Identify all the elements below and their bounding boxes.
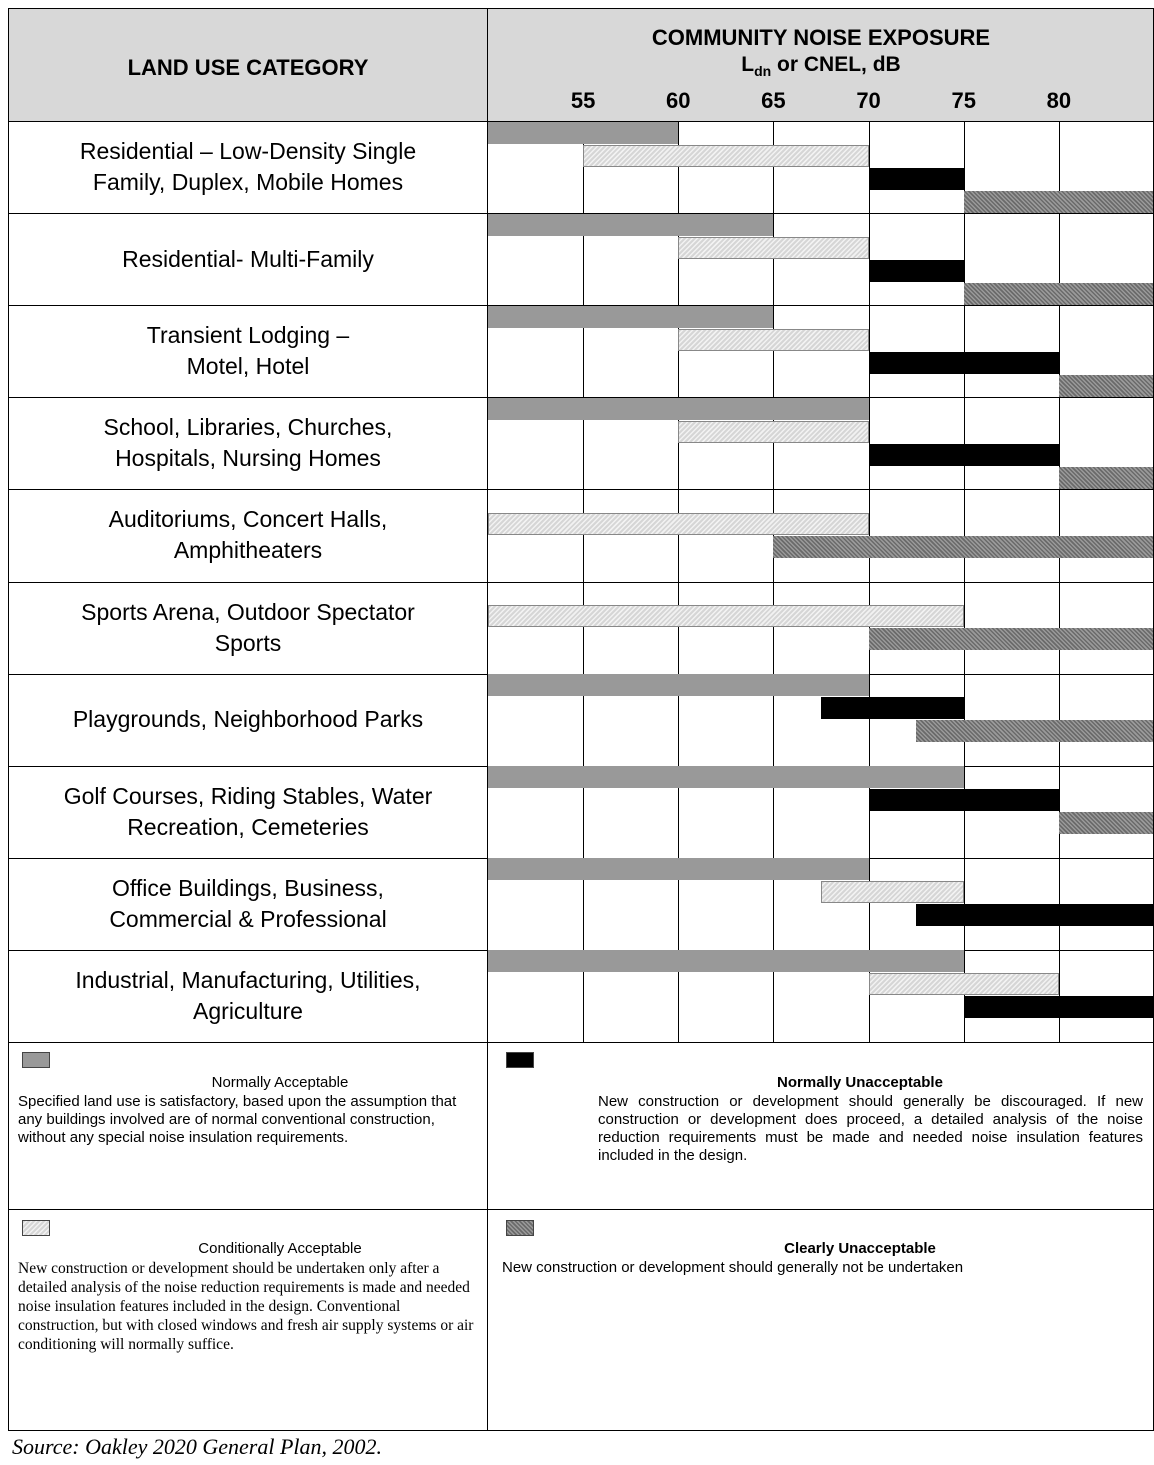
row-divider — [8, 949, 1154, 951]
row-divider — [8, 765, 1154, 767]
clearly-unacceptable-bar — [868, 628, 1154, 651]
conditionally-acceptable-bar — [488, 605, 964, 628]
conditionally-acceptable-bar — [678, 420, 869, 443]
column-divider — [487, 8, 488, 1431]
clearly-unacceptable-bar — [963, 282, 1154, 305]
category-label-line: School, Libraries, Churches, — [103, 414, 393, 441]
x-tick-label: 60 — [666, 88, 691, 113]
category-label: Residential- Multi-Family — [8, 213, 488, 305]
category-label-line: Family, Duplex, Mobile Homes — [92, 169, 404, 196]
clearly-unacceptable-description: New construction or development should g… — [502, 1259, 964, 1276]
row-divider — [8, 581, 1154, 583]
normally-unacceptable-title: Normally Unacceptable — [777, 1074, 943, 1091]
row-divider — [8, 305, 1154, 307]
normally-acceptable-swatch — [22, 1052, 50, 1068]
normally-acceptable-bar — [488, 305, 774, 328]
clearly-unacceptable-bar — [1058, 812, 1154, 835]
row-divider — [8, 673, 1154, 675]
noise-exposure-subtitle: Ldn or CNEL, dB — [741, 53, 901, 80]
legend-row-divider — [8, 1209, 1154, 1210]
conditionally-acceptable-bar — [868, 973, 1059, 996]
normally-acceptable-bar — [488, 950, 964, 973]
table-frame — [8, 8, 1154, 1431]
category-label: Industrial, Manufacturing, Utilities, Agr… — [8, 950, 488, 1042]
category-label-line: Residential- Multi-Family — [122, 245, 374, 272]
normally-acceptable-title: Normally Acceptable — [211, 1074, 349, 1091]
normally-unacceptable-bar — [963, 996, 1154, 1019]
clearly-unacceptable-bar — [1058, 466, 1154, 489]
conditionally-acceptable-description: New construction or development should b… — [18, 1260, 474, 1353]
normally-acceptable-bar — [488, 766, 964, 789]
conditionally-acceptable-bar — [821, 881, 964, 904]
noise-exposure-title: COMMUNITY NOISE EXPOSURE — [651, 25, 991, 50]
conditionally-acceptable-swatch — [22, 1220, 50, 1236]
category-label: School, Libraries, Churches, Hospitals, N… — [8, 397, 488, 489]
category-label: Auditoriums, Concert Halls, Amphitheaters — [8, 489, 488, 581]
category-label-line: Motel, Hotel — [186, 353, 310, 380]
x-tick-label: 70 — [856, 88, 881, 113]
clearly-unacceptable-bar — [773, 535, 1154, 558]
conditionally-acceptable-bar — [678, 328, 869, 351]
normally-unacceptable-bar — [868, 259, 964, 282]
header-divider — [8, 121, 1154, 122]
normally-acceptable-description: Specified land use is satisfactory, base… — [18, 1093, 457, 1146]
clearly-unacceptable-bar — [963, 190, 1154, 213]
category-label-line: Commercial & Professional — [109, 905, 387, 932]
category-label-line: Industrial, Manufacturing, Utilities, — [75, 966, 421, 993]
category-label: Office Buildings, Business, Commercial & … — [8, 858, 488, 950]
category-label-line: Playgrounds, Neighborhood Parks — [72, 706, 424, 733]
noise-exposure-header — [488, 8, 1154, 121]
row-divider — [8, 857, 1154, 859]
category-label-line: Office Buildings, Business, — [112, 874, 384, 901]
x-tick-label: 75 — [951, 88, 976, 113]
normally-unacceptable-bar — [868, 443, 1059, 466]
category-label: Sports Arena, Outdoor Spectator Sports — [8, 582, 488, 674]
normally-unacceptable-bar — [868, 167, 964, 190]
category-label: Playgrounds, Neighborhood Parks — [8, 674, 488, 766]
normally-acceptable-bar — [488, 858, 869, 881]
normally-unacceptable-bar — [868, 789, 1059, 812]
clearly-unacceptable-swatch — [506, 1220, 534, 1236]
normally-acceptable-bar — [488, 121, 679, 144]
clearly-unacceptable-bar — [916, 720, 1154, 743]
category-label-line: Residential – Low-Density Single — [79, 138, 417, 165]
normally-acceptable-bar — [488, 397, 869, 420]
category-label-line: Sports Arena, Outdoor Spectator — [81, 598, 415, 625]
conditionally-acceptable-bar — [488, 512, 869, 535]
normally-unacceptable-bar — [868, 351, 1059, 374]
category-label: Golf Courses, Riding Stables, Water Recre… — [8, 766, 488, 858]
land-use-title: LAND USE CATEGORY — [127, 55, 369, 80]
land-use-header — [8, 8, 488, 121]
x-tick-label: 80 — [1046, 88, 1072, 113]
normally-unacceptable-swatch — [506, 1052, 534, 1068]
normally-unacceptable-bar — [916, 904, 1154, 927]
normally-acceptable-bar — [488, 674, 869, 697]
normally-acceptable-bar — [488, 213, 774, 236]
category-label-line: Sports — [214, 629, 282, 656]
category-label-line: Golf Courses, Riding Stables, Water — [63, 782, 433, 809]
row-divider — [8, 213, 1154, 215]
x-tick-label: 65 — [761, 88, 786, 113]
clearly-unacceptable-bar — [1058, 374, 1154, 397]
category-label: Residential – Low-Density Single Family, … — [8, 121, 488, 213]
conditionally-acceptable-bar — [583, 144, 869, 167]
category-label: Transient Lodging – Motel, Hotel — [8, 305, 488, 397]
conditionally-acceptable-title: Conditionally Acceptable — [198, 1240, 362, 1257]
category-label-line: Amphitheaters — [173, 537, 323, 564]
normally-unacceptable-description: New construction or development should g… — [598, 1093, 1143, 1164]
conditionally-acceptable-bar — [678, 236, 869, 259]
normally-unacceptable-bar — [821, 697, 964, 720]
row-divider — [8, 397, 1154, 399]
category-label-line: Hospitals, Nursing Homes — [115, 445, 381, 472]
category-label-line: Agriculture — [193, 997, 303, 1024]
category-label-line: Transient Lodging – — [146, 322, 350, 349]
clearly-unacceptable-title: Clearly Unacceptable — [784, 1240, 936, 1257]
x-tick-label: 55 — [570, 88, 596, 113]
row-divider — [8, 489, 1154, 491]
category-label-line: Auditoriums, Concert Halls, — [108, 506, 388, 533]
legend-divider — [8, 1042, 1154, 1043]
category-label-line: Recreation, Cemeteries — [127, 813, 369, 840]
source-note: Source: Oakley 2020 General Plan, 2002. — [12, 1434, 383, 1459]
